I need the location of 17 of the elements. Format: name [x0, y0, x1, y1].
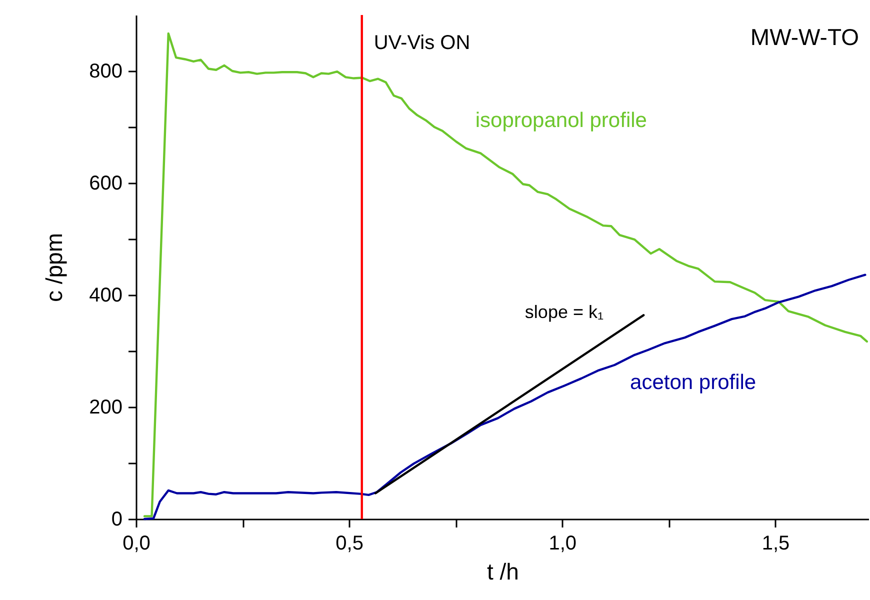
x-tick-label: 0,0 [122, 532, 150, 554]
series-label: aceton profile [630, 370, 756, 394]
y-tick-label: 400 [89, 284, 122, 306]
series-label: isopropanol profile [475, 108, 647, 132]
annotation: slope = k₁ [524, 302, 604, 322]
y-tick-label: 0 [111, 508, 122, 530]
y-tick-label: 200 [89, 396, 122, 418]
line-series [143, 274, 866, 520]
x-tick-label: 1,0 [548, 532, 577, 554]
annotation: MW-W-TO [750, 24, 859, 50]
x-tick-label: 0,5 [336, 532, 364, 554]
ref-line-label: UV-Vis ON [374, 32, 470, 54]
x-axis-title: t /h [487, 558, 519, 584]
y-tick-label: 600 [89, 172, 122, 194]
y-tick-label: 800 [89, 60, 122, 82]
y-axis-title: c /ppm [41, 232, 68, 302]
x-tick-label: 1,5 [762, 532, 790, 554]
